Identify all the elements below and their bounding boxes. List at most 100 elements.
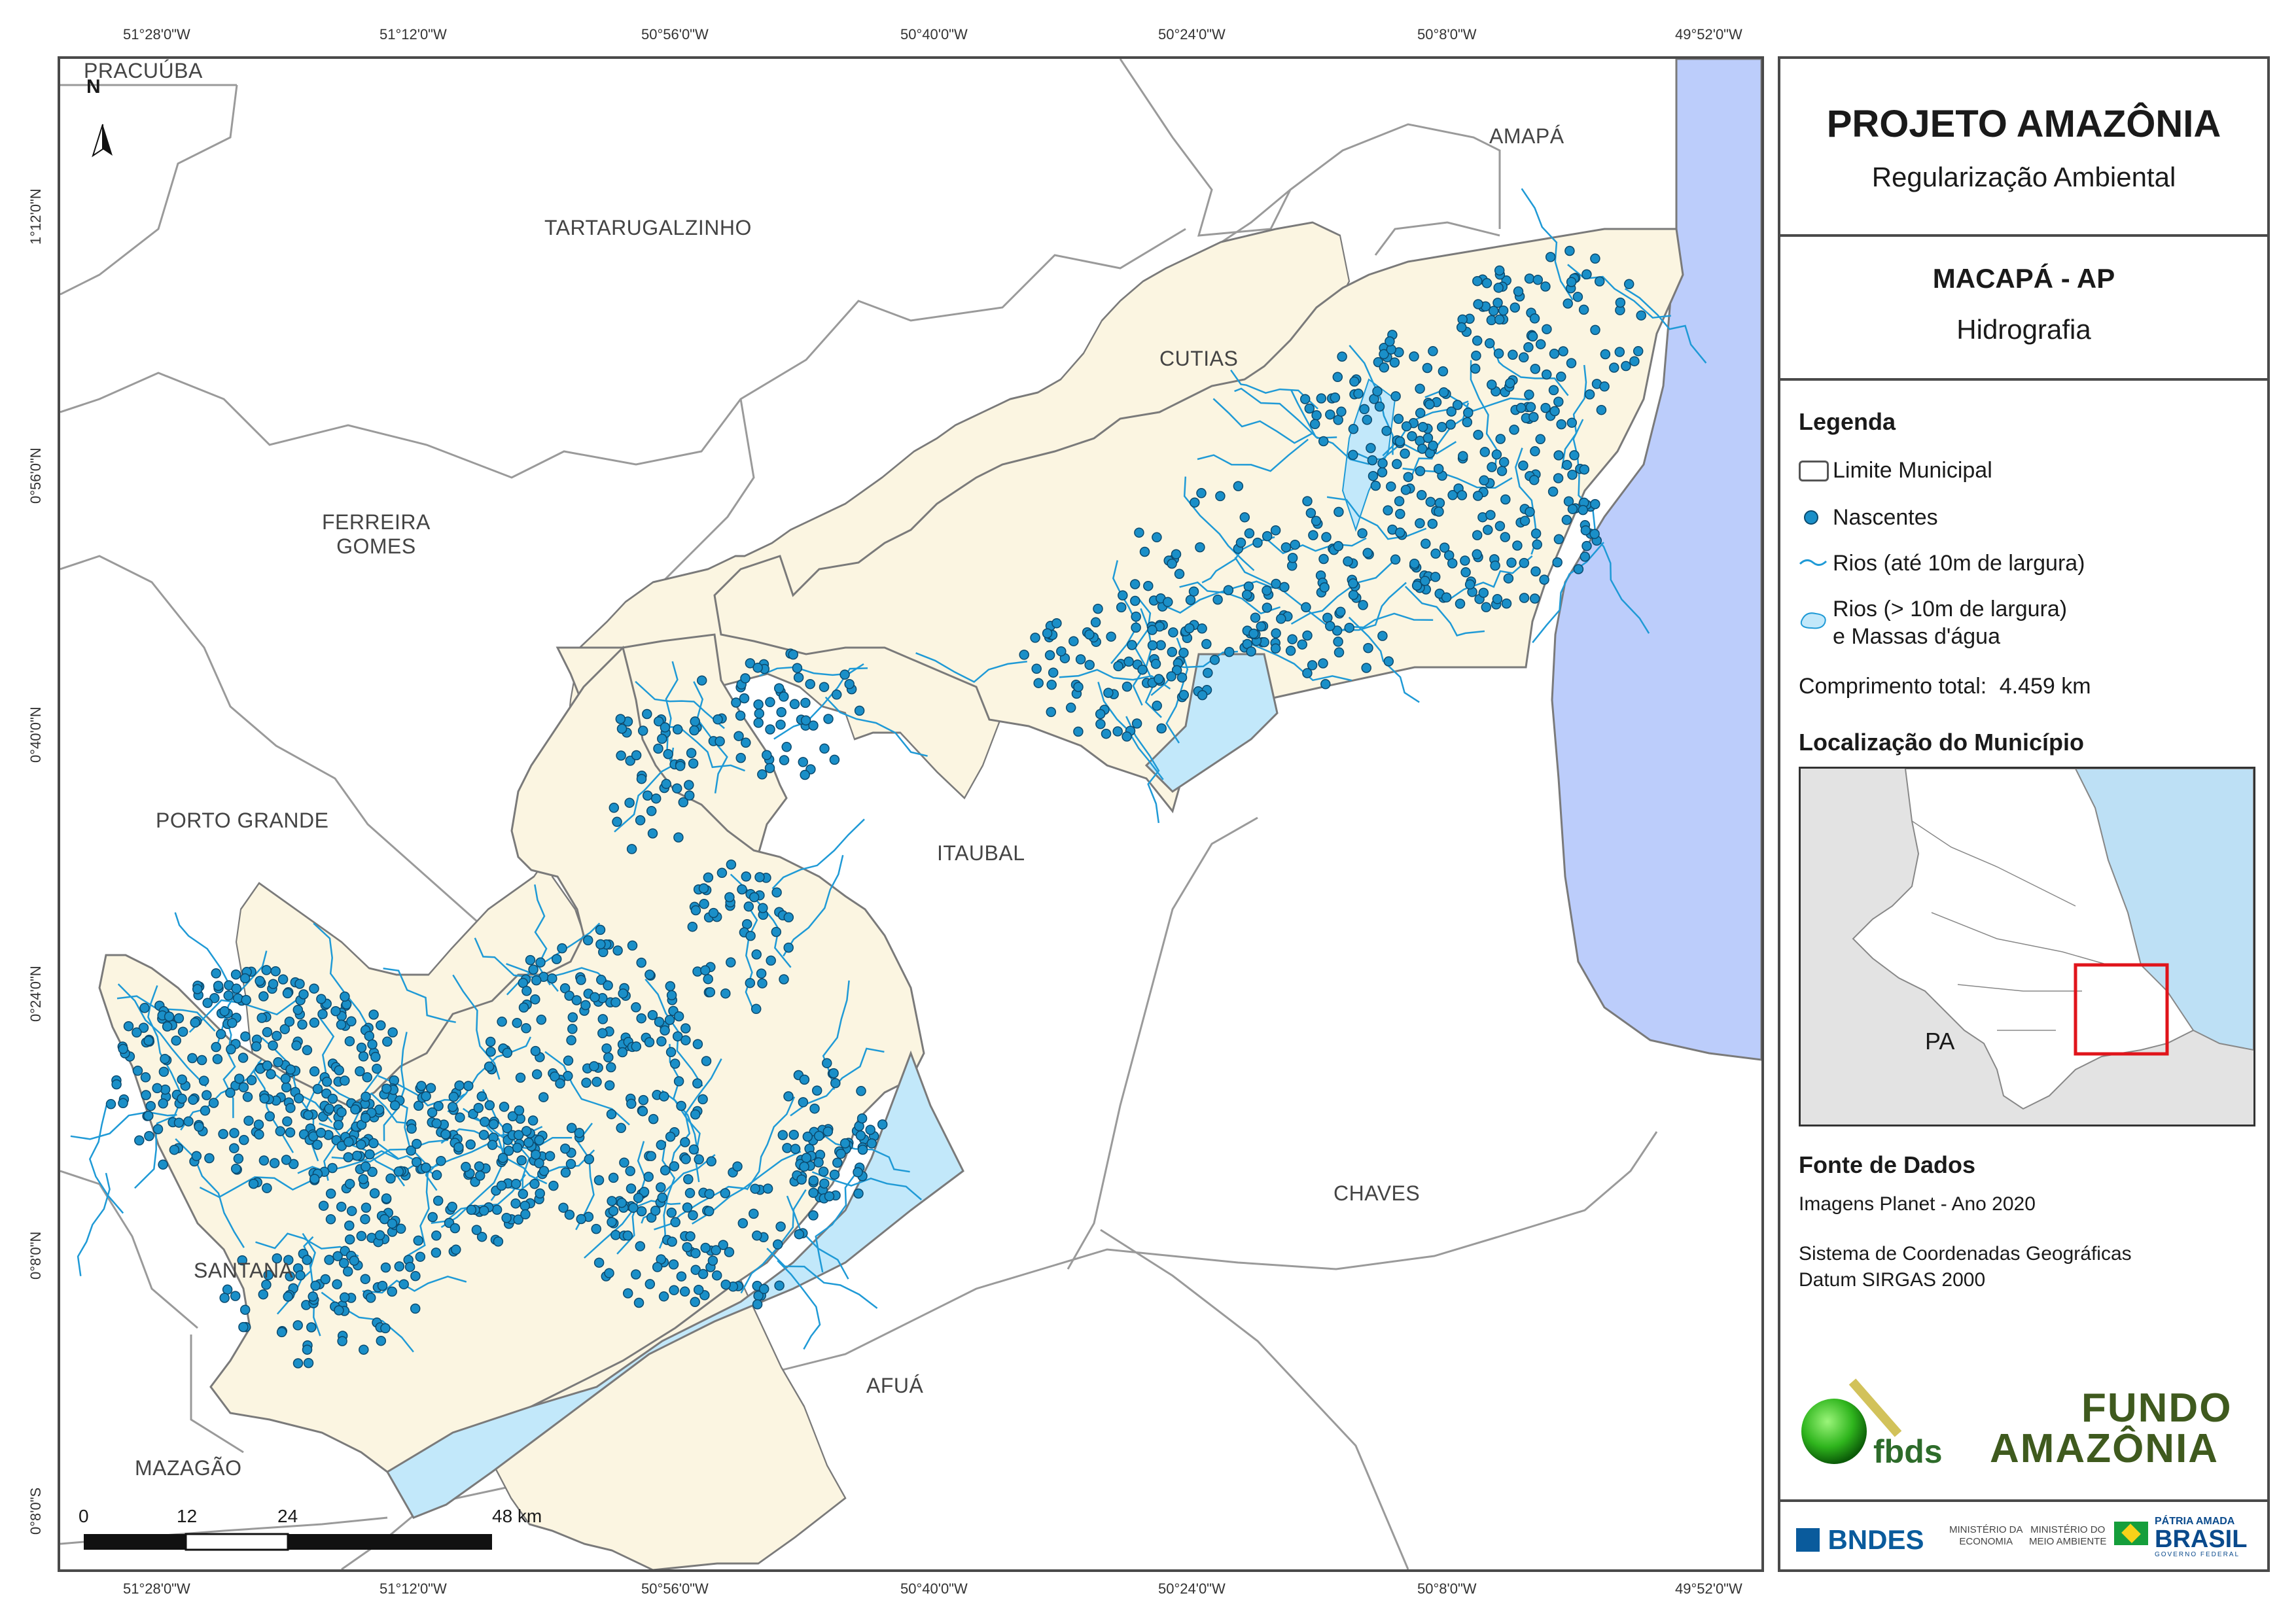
footer-logos: BNDES MINISTÉRIO DA ECONOMIA MINISTÉRIO … — [1780, 1499, 2267, 1574]
spring-point — [1478, 587, 1489, 598]
spring-point — [412, 1138, 422, 1149]
spring-point — [259, 1093, 270, 1104]
spring-point — [592, 1077, 602, 1087]
spring-point — [1030, 633, 1040, 643]
spring-point — [202, 1090, 212, 1100]
spring-point — [645, 1279, 656, 1289]
spring-point — [239, 1134, 249, 1145]
spring-point — [1553, 396, 1564, 407]
spring-point — [213, 981, 224, 991]
spring-point — [282, 988, 293, 999]
spring-point — [679, 1286, 690, 1297]
patria-line1: PÁTRIA AMADA — [2155, 1516, 2235, 1527]
spring-point — [1433, 463, 1444, 474]
spring-point — [258, 991, 269, 1002]
spring-point — [1425, 497, 1436, 507]
spring-point — [404, 1261, 415, 1272]
spring-point — [661, 778, 671, 790]
spring-point — [751, 949, 762, 960]
spring-point — [1566, 417, 1578, 428]
spring-point — [672, 724, 683, 735]
spring-point — [548, 1180, 559, 1191]
spring-point — [361, 1161, 371, 1172]
spring-point — [749, 1208, 759, 1219]
spring-point — [1389, 357, 1400, 368]
spring-point — [1201, 638, 1212, 650]
spring-point — [282, 1116, 292, 1126]
spring-point — [1270, 643, 1281, 654]
spring-point — [829, 1169, 840, 1180]
river-line — [77, 1172, 111, 1276]
spring-point — [191, 1151, 202, 1161]
spring-point — [1147, 625, 1157, 635]
x-tick-top-4: 50°24'0"W — [1158, 26, 1226, 43]
spring-point — [295, 1270, 306, 1281]
spring-point — [520, 1209, 531, 1220]
spring-point — [576, 975, 586, 985]
spring-point — [855, 1130, 866, 1141]
map-frame[interactable]: PRACUÚBA AMAPÁ TARTARUGALZINHO CUTIAS FE… — [58, 56, 1764, 1572]
spring-point — [164, 1011, 175, 1022]
spring-point — [656, 1140, 667, 1150]
spring-point — [685, 1231, 696, 1242]
spring-point — [1581, 540, 1592, 551]
spring-point — [513, 1214, 523, 1225]
spring-point — [558, 1202, 569, 1213]
river-line — [1230, 369, 1318, 410]
spring-point — [1500, 532, 1511, 542]
spring-point — [361, 1202, 372, 1213]
spring-point — [1473, 299, 1483, 309]
spring-point — [1262, 602, 1273, 613]
label-itaubal: ITAUBAL — [937, 841, 1025, 865]
spring-point — [720, 1188, 731, 1198]
spring-point — [1579, 464, 1590, 475]
spring-point — [376, 1335, 387, 1346]
spring-point — [230, 1291, 241, 1301]
spring-point — [1203, 667, 1213, 678]
spring-point — [431, 1230, 442, 1241]
spring-point — [856, 1086, 866, 1096]
river-line — [297, 1150, 399, 1174]
spring-point — [394, 1261, 405, 1272]
spring-point — [603, 1052, 614, 1063]
spring-point — [591, 1223, 601, 1234]
spring-point — [473, 1102, 484, 1113]
y-tick-1: 0°56'0"N — [27, 447, 44, 504]
spring-point — [158, 1098, 168, 1109]
spring-point — [567, 1012, 578, 1022]
spring-point — [283, 1255, 294, 1265]
spring-point — [1614, 347, 1625, 357]
spring-point — [1302, 668, 1313, 678]
spring-point — [1567, 470, 1578, 480]
spring-point — [1367, 455, 1378, 466]
scale-bar — [84, 1533, 492, 1551]
spring-point — [1262, 585, 1272, 596]
spring-point — [1492, 594, 1503, 604]
spring-point — [1530, 566, 1541, 577]
spring-point — [576, 1213, 586, 1225]
spring-point — [431, 1248, 442, 1258]
spring-point — [337, 1336, 347, 1346]
spring-point — [735, 752, 746, 763]
spring-point — [1403, 472, 1414, 482]
spring-point — [646, 806, 657, 816]
spring-point — [1503, 573, 1514, 584]
spring-point — [813, 1130, 824, 1142]
label-pracuuba: PRACUÚBA — [84, 59, 203, 82]
spring-point — [775, 1221, 786, 1232]
spring-point — [340, 1075, 350, 1086]
spring-point — [757, 769, 768, 780]
spring-point — [330, 1005, 341, 1017]
spring-point — [360, 1274, 371, 1284]
spring-point — [1348, 449, 1358, 461]
spring-point — [223, 990, 234, 1001]
spring-point — [450, 1223, 461, 1234]
spring-point — [1532, 539, 1542, 550]
spring-point — [372, 1063, 382, 1074]
spring-point — [447, 1201, 457, 1212]
map-canvas[interactable] — [60, 59, 1761, 1569]
spring-point — [1163, 597, 1173, 608]
spring-point — [774, 1280, 785, 1291]
spring-point — [565, 1159, 576, 1170]
spring-point — [1131, 611, 1141, 622]
